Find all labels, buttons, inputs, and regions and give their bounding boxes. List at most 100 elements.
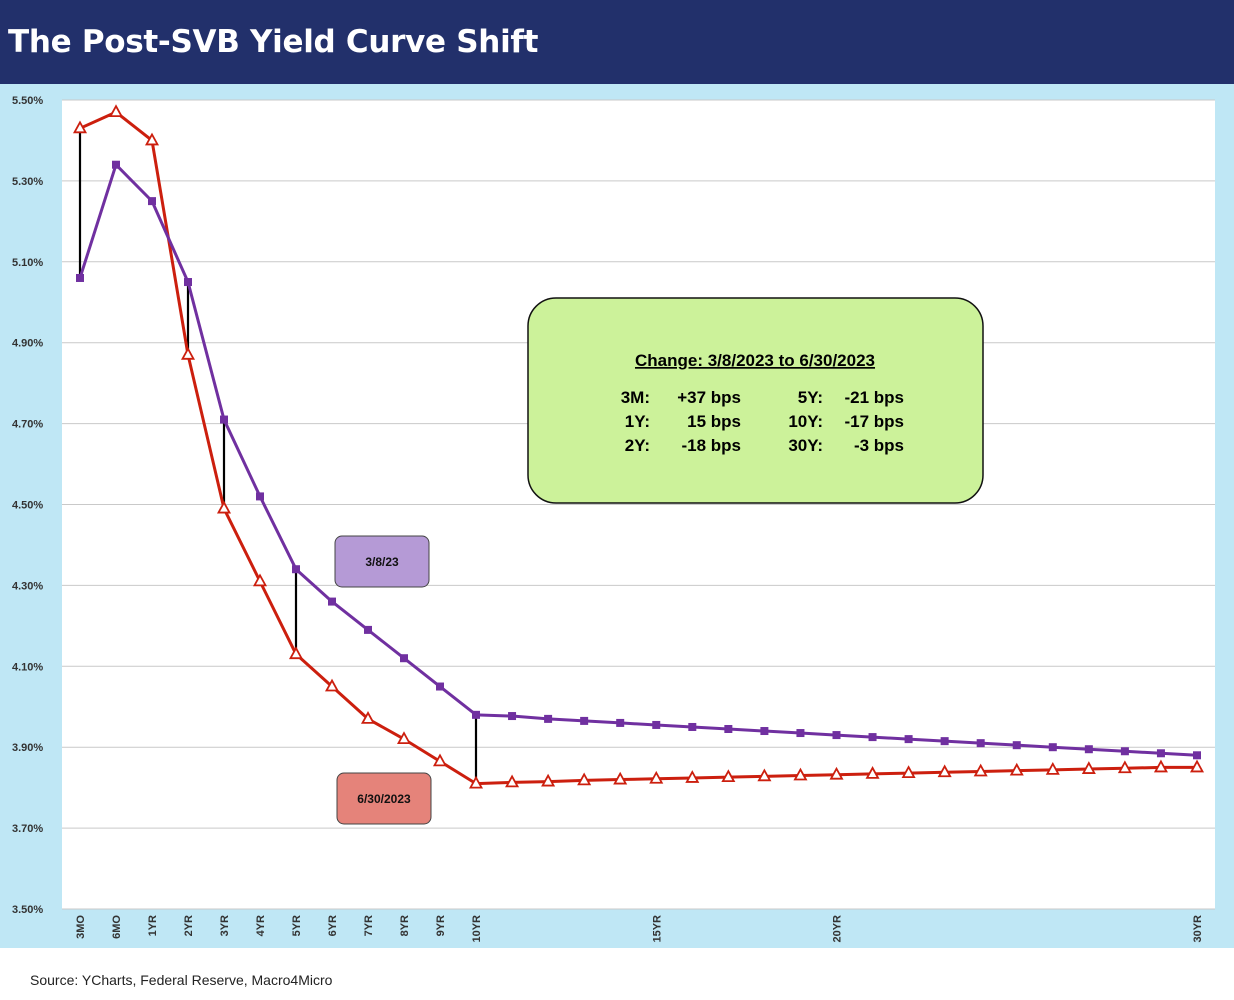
x-tick-label: 3YR — [219, 915, 231, 936]
data-point-square — [364, 625, 372, 634]
series-label-3-8-23-text: 3/8/23 — [365, 555, 399, 569]
data-point-triangle — [432, 753, 448, 767]
change-box-heading: Change: 3/8/2023 to 6/30/2023 — [635, 351, 875, 370]
data-point-triangle — [829, 766, 844, 780]
x-tick-label: 30YR — [1192, 915, 1204, 943]
change-value: -17 bps — [844, 412, 904, 431]
data-point-square — [436, 682, 444, 691]
x-tick-label: 6YR — [327, 915, 339, 936]
change-box: Change: 3/8/2023 to 6/30/2023 3M: +37 bps… — [527, 297, 984, 504]
x-axis-ticks: 3MO 6MO 1YR 2YR 3YR 4YR 5YR 6YR 7YR 8YR 9YR 10YR 15Y… — [75, 915, 1204, 943]
series-line-purple — [78, 163, 1198, 757]
data-point-square — [1120, 747, 1129, 756]
y-tick-label: 3.50% — [12, 904, 43, 916]
y-axis-ticks: 3.50% 3.70% 3.90% 4.10% 4.30% 4.50% 4.70% 4.90%… — [12, 95, 43, 916]
source-note: Source: YCharts, Federal Reserve, Macro4… — [30, 972, 333, 988]
y-tick-label: 3.70% — [12, 823, 43, 835]
data-point-square — [796, 729, 805, 738]
y-tick-label: 4.50% — [12, 500, 43, 512]
data-point-triangle — [396, 731, 412, 745]
data-point-triangle — [216, 500, 232, 514]
data-point-triangle — [901, 765, 916, 778]
data-point-square — [76, 273, 84, 282]
data-point-square — [256, 492, 264, 501]
x-tick-label: 5YR — [291, 915, 303, 936]
data-point-square — [1048, 743, 1057, 752]
y-tick-label: 4.70% — [12, 419, 43, 431]
x-tick-label: 2YR — [183, 915, 195, 936]
data-point-triangle — [1153, 759, 1168, 773]
series-label-6-30-2023-box — [336, 772, 432, 825]
change-gap-lines — [78, 128, 478, 784]
data-point-square — [580, 716, 589, 725]
data-point-triangle — [468, 775, 484, 789]
data-point-triangle — [252, 573, 268, 587]
data-point-triangle — [721, 769, 736, 783]
series-label-3-8-23: 3/8/23 — [334, 535, 430, 588]
x-tick-label: 4YR — [255, 915, 267, 936]
x-tick-label: 6MO — [111, 915, 123, 939]
source-bar — [0, 948, 1234, 1000]
series-lines — [72, 104, 1205, 789]
data-point-triangle — [577, 772, 592, 786]
data-point-square — [112, 160, 120, 169]
data-point-square — [652, 720, 661, 729]
data-point-triangle — [324, 678, 340, 692]
data-point-triangle — [613, 771, 628, 785]
x-tick-label: 1YR — [147, 915, 159, 936]
data-point-square — [760, 727, 769, 736]
y-tick-label: 4.10% — [12, 661, 43, 673]
change-label: 5Y: — [798, 388, 823, 407]
data-point-square — [1012, 741, 1021, 750]
x-tick-label: 7YR — [363, 915, 375, 936]
y-tick-label: 5.50% — [12, 95, 43, 107]
data-point-triangle — [180, 346, 196, 360]
change-label: 1Y: — [625, 412, 650, 431]
data-point-triangle — [144, 132, 160, 146]
data-point-square — [616, 718, 625, 727]
data-point-triangle — [288, 646, 304, 660]
change-value: -18 bps — [681, 436, 741, 455]
series-label-6-30-2023-text: 6/30/2023 — [357, 792, 411, 806]
data-point-triangle — [360, 711, 376, 724]
data-point-square — [940, 737, 949, 746]
change-box-background — [527, 297, 984, 504]
change-box-lines: 3M: +37 bps 5Y: -21 bps 1Y: 15 bps 10Y: -17 bps… — [621, 388, 904, 455]
change-value: +37 bps — [677, 388, 741, 407]
series-label-3-8-23-box — [334, 535, 430, 588]
data-point-square — [328, 597, 336, 606]
y-tick-label: 3.90% — [12, 742, 43, 754]
data-point-square — [976, 739, 985, 748]
data-point-triangle — [793, 767, 808, 781]
data-point-triangle — [72, 120, 88, 134]
data-point-square — [544, 714, 553, 723]
yield-curve-chart: 3.50% 3.70% 3.90% 4.10% 4.30% 4.50% 4.70% 4.90%… — [12, 95, 1215, 943]
x-tick-label: 15YR — [651, 915, 663, 943]
data-point-square — [724, 724, 733, 733]
data-point-square — [508, 712, 517, 721]
data-point-square — [688, 722, 697, 731]
data-point-square — [148, 197, 156, 206]
data-point-triangle — [937, 764, 952, 778]
y-tick-label: 5.10% — [12, 257, 43, 269]
y-tick-label: 4.90% — [12, 338, 43, 350]
data-point-square — [1156, 749, 1165, 758]
data-point-triangle — [973, 763, 988, 777]
data-point-square — [904, 735, 913, 744]
data-point-square — [1193, 751, 1201, 760]
data-point-square — [184, 278, 192, 287]
data-point-square — [292, 565, 300, 574]
change-label: 2Y: — [625, 436, 650, 455]
title-bar — [0, 0, 1234, 84]
change-label: 30Y: — [788, 436, 823, 455]
data-point-triangle — [1189, 759, 1205, 773]
change-label: 10Y: — [788, 412, 823, 431]
y-tick-label: 5.30% — [12, 176, 43, 188]
y-tick-label: 4.30% — [12, 580, 43, 592]
data-point-triangle — [649, 770, 664, 784]
x-tick-label: 9YR — [435, 915, 447, 936]
data-point-triangle — [1117, 760, 1132, 774]
chart-title: The Post-SVB Yield Curve Shift — [8, 24, 539, 60]
series-label-6-30-2023: 6/30/2023 — [336, 772, 432, 825]
data-point-square — [832, 731, 841, 740]
